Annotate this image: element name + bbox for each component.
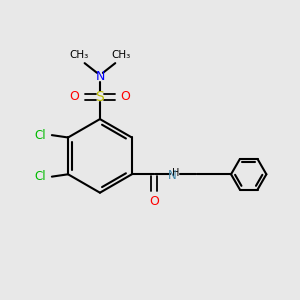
Text: Cl: Cl: [35, 170, 46, 183]
Text: CH₃: CH₃: [70, 50, 89, 60]
Text: O: O: [69, 91, 79, 103]
Text: CH₃: CH₃: [111, 50, 130, 60]
Text: O: O: [121, 91, 130, 103]
Text: H: H: [172, 168, 180, 178]
Text: S: S: [96, 90, 104, 104]
Text: N: N: [95, 70, 105, 83]
Text: N: N: [168, 169, 177, 182]
Text: O: O: [149, 195, 159, 208]
Text: Cl: Cl: [35, 129, 46, 142]
